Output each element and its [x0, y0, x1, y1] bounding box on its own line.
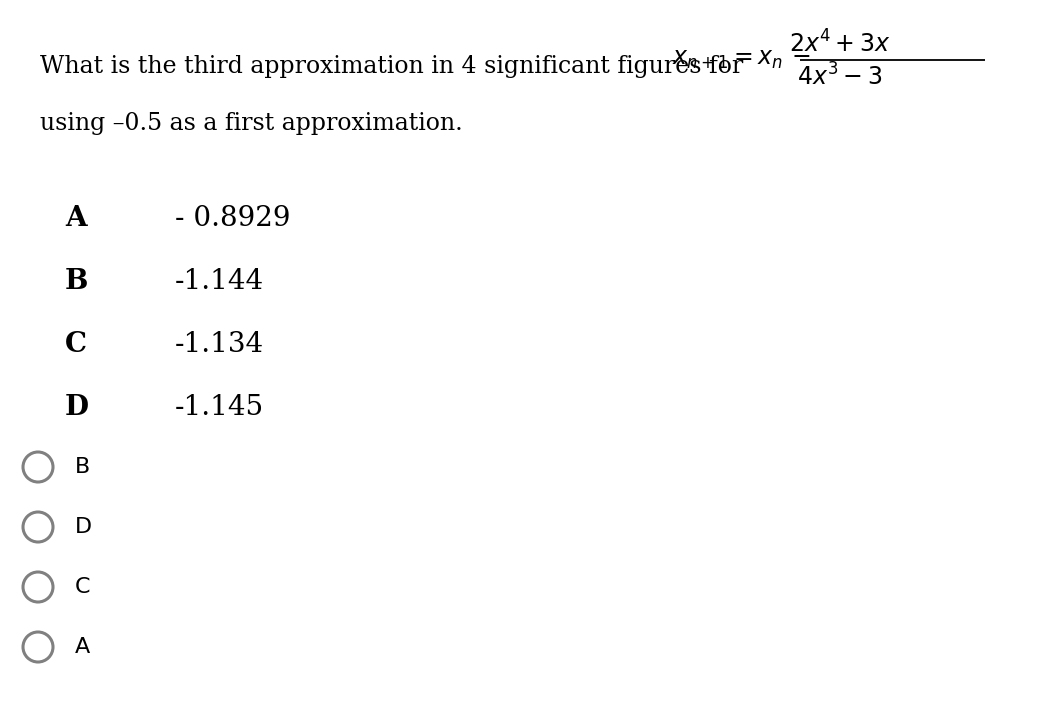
Text: - 0.8929: - 0.8929: [175, 205, 291, 232]
Text: D: D: [65, 394, 89, 421]
Text: B: B: [65, 268, 88, 295]
Text: C: C: [75, 577, 90, 597]
Text: B: B: [75, 457, 90, 477]
Text: -1.145: -1.145: [175, 394, 264, 421]
Text: A: A: [75, 637, 90, 657]
Text: $4x^3-3$: $4x^3-3$: [797, 63, 883, 90]
Text: using –0.5 as a first approximation.: using –0.5 as a first approximation.: [39, 112, 462, 135]
Text: What is the third approximation in 4 significant figures for: What is the third approximation in 4 sig…: [39, 55, 743, 78]
Text: -1.144: -1.144: [175, 268, 264, 295]
Text: D: D: [75, 517, 92, 537]
Text: A: A: [65, 205, 86, 232]
Text: $2x^4+3x$: $2x^4+3x$: [790, 30, 890, 57]
Text: $x_{n+1} = x_n\,-\,$: $x_{n+1} = x_n\,-\,$: [672, 49, 810, 72]
Text: -1.134: -1.134: [175, 331, 264, 358]
Text: C: C: [65, 331, 87, 358]
